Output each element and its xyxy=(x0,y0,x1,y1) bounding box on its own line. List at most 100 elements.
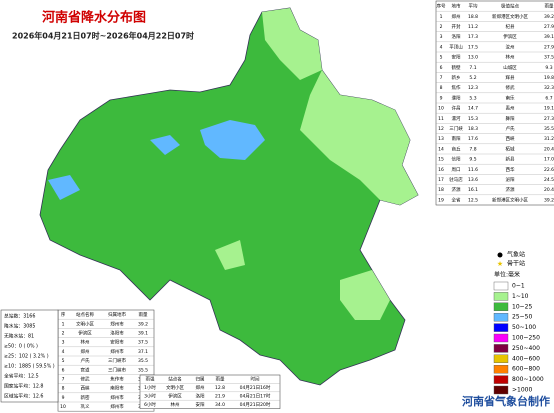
table-cell: 7 xyxy=(440,75,443,81)
table-cell: 濮阳 xyxy=(452,94,461,101)
table-cell: 新郑港区文明小区 xyxy=(492,196,528,203)
table-cell: 雨量 xyxy=(216,376,225,383)
table-cell: 地市 xyxy=(452,3,461,10)
stat: 总站数：3166 xyxy=(4,313,35,320)
table-cell: 安阳 xyxy=(196,401,205,408)
table-cell: 三门峡市 xyxy=(108,366,126,373)
table-cell: 许昌 xyxy=(452,105,461,112)
table-cell: 文明小区 xyxy=(76,320,94,327)
table-cell: 39.2 xyxy=(138,321,148,327)
table-cell: 山城区 xyxy=(503,64,517,71)
table-cell: 7 xyxy=(62,377,65,383)
table-cell: 卢氏 xyxy=(81,357,90,364)
table-cell: 7.1 xyxy=(469,65,476,71)
legend-swatch xyxy=(493,333,509,343)
stat: ≥10：1885 ( 59.5% ) xyxy=(4,364,55,370)
table-cell: 周口 xyxy=(452,167,461,173)
table-cell: 17.5 xyxy=(468,44,478,50)
legend-swatch xyxy=(493,344,509,353)
table-cell: 13.0 xyxy=(468,55,478,61)
table-cell: 11 xyxy=(438,116,444,122)
table-cell: 17 xyxy=(438,177,444,183)
table-cell: 27.3 xyxy=(544,116,554,122)
table-cell: 04月21日16时 xyxy=(240,384,271,391)
table-cell: 南乐 xyxy=(506,94,515,101)
table-cell: 序 xyxy=(61,311,66,318)
table-cell: 4 xyxy=(440,44,443,50)
table-cell: 5 xyxy=(62,358,65,364)
stat: 无降水站：81 xyxy=(4,333,34,340)
table-cell: 39.2 xyxy=(544,14,554,20)
table-cell: 17.0 xyxy=(544,157,554,163)
table-bg xyxy=(57,309,155,412)
table-cell: 开封 xyxy=(452,23,461,30)
legend-swatch xyxy=(493,385,509,395)
table-cell: 归属 xyxy=(196,376,205,383)
legend-swatch xyxy=(493,302,509,311)
legend-marker: 骨干站 xyxy=(507,260,525,268)
table-cell: 5.2 xyxy=(469,75,476,81)
table-cell: 19.1 xyxy=(544,106,554,112)
table-cell: 37.5 xyxy=(544,55,554,61)
table-cell: 文明小区 xyxy=(166,384,184,391)
table-cell: 15 xyxy=(438,157,444,163)
table-cell: 37.1 xyxy=(138,349,148,355)
backbone-icon: ★ xyxy=(497,260,503,268)
table-cell: 时间 xyxy=(251,376,260,383)
table-cell: 修武 xyxy=(506,84,515,91)
table-cell: 17.3 xyxy=(468,34,478,40)
table-cell: 1小时 xyxy=(144,384,156,391)
table-cell: 新县 xyxy=(506,156,515,163)
table-cell: 20.4 xyxy=(544,146,554,152)
table-cell: 林州 xyxy=(171,401,180,408)
table-cell: 三门峡市 xyxy=(108,357,126,364)
table-cell: 三门峡 xyxy=(449,125,463,132)
table-cell: 18.8 xyxy=(468,14,478,20)
table-cell: 04月21日17时 xyxy=(240,393,271,400)
table-cell: 39.1 xyxy=(544,34,554,40)
table-cell: 郑州市 xyxy=(110,348,124,355)
stat: ≥25：102 ( 3.2% ) xyxy=(4,354,49,360)
table-cell: 郑州市 xyxy=(110,320,124,327)
table-cell: 新乡 xyxy=(452,74,461,81)
legend-label: >1000 xyxy=(512,387,532,394)
table-cell: 10 xyxy=(438,106,444,112)
table-cell: 32.3 xyxy=(544,85,554,91)
table-cell: 8 xyxy=(440,85,443,91)
table-cell: 商丘 xyxy=(452,145,461,152)
table-cell: 4 xyxy=(62,349,65,355)
table-cell: 伊滨区 xyxy=(503,33,517,40)
stat: 区域站平均：12.6 xyxy=(4,393,43,400)
table-cell: 27.9 xyxy=(544,24,554,30)
table-cell: 16.1 xyxy=(468,187,478,193)
table-cell: 5.3 xyxy=(469,95,476,101)
table-cell: 焦作市 xyxy=(110,376,124,383)
station-icon xyxy=(497,252,503,258)
table-cell: 20.4 xyxy=(544,187,554,193)
table-cell: 安阳 xyxy=(452,54,461,61)
table-cell: 郑州 xyxy=(196,384,205,391)
table-cell: 官道 xyxy=(81,366,90,373)
table-cell: 禹州 xyxy=(506,105,515,112)
table-cell: 平均 xyxy=(469,3,478,10)
table-cell: 13.6 xyxy=(468,177,478,183)
table-cell: 6.7 xyxy=(545,95,552,101)
table-cell: 伊滨区 xyxy=(168,393,182,400)
table-cell: 12.8 xyxy=(215,385,225,391)
table-cell: 17.6 xyxy=(468,136,478,142)
table-cell: 10 xyxy=(60,404,66,410)
table-cell: 27.9 xyxy=(544,44,554,50)
table-cell: 卢氏 xyxy=(506,125,515,132)
table-cell: 新密 xyxy=(81,394,90,401)
table-cell: 雨量 xyxy=(139,311,148,318)
table-cell: 19 xyxy=(438,197,444,203)
table-cell: 24.5 xyxy=(544,177,554,183)
legend-swatch xyxy=(493,375,509,384)
map-title: 河南省降水分布图 xyxy=(42,10,146,26)
table-cell: 序号 xyxy=(437,3,446,10)
table-cell: 西峡 xyxy=(506,135,515,142)
legend-swatch xyxy=(493,292,509,301)
table-cell: 雨量 xyxy=(545,3,554,10)
table-cell: 6 xyxy=(440,65,443,71)
